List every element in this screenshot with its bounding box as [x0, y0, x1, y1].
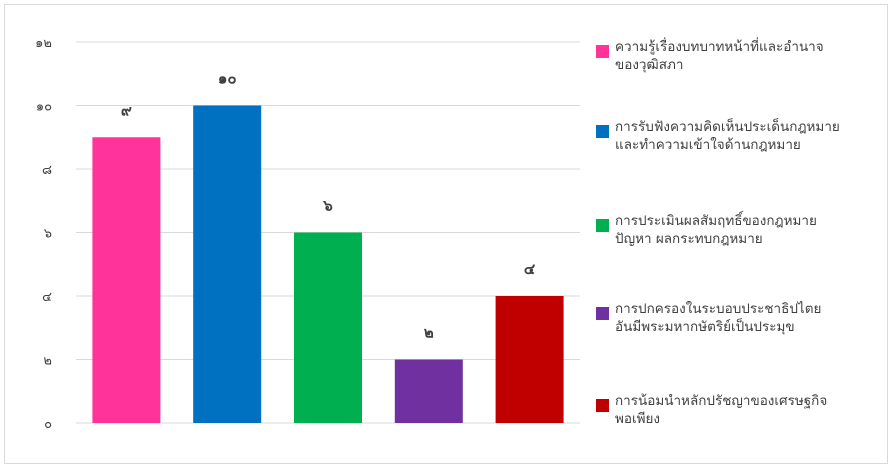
legend-item-2: การรับฟังความคิดเห็นประเด็นกฎหมายและทำคว… [596, 118, 870, 154]
legend-swatch [596, 45, 609, 58]
y-tick-label: ๑๐ [36, 100, 52, 115]
legend-label: การปกครองในระบอบประชาธิปไตยอันมีพระมหากษ… [615, 300, 870, 336]
legend-item-3: การประเมินผลสัมฤทธิ์ของกฎหมายปัญหา ผลกระ… [596, 212, 870, 248]
legend: ความรู้เรื่องบทบาทหน้าที่และอำนาจของวุฒิ… [596, 0, 886, 470]
bar-3 [294, 232, 362, 423]
legend-swatch [596, 219, 609, 232]
data-label: ๙ [121, 101, 132, 119]
legend-label-line: การน้อมนำหลักปรัชญาของเศรษฐกิจ [615, 393, 828, 409]
legend-label-line: การประเมินผลสัมฤทธิ์ของกฎหมาย [615, 213, 817, 229]
legend-swatch [596, 125, 609, 138]
legend-item-1: ความรู้เรื่องบทบาทหน้าที่และอำนาจของวุฒิ… [596, 38, 870, 74]
data-label: ๔ [524, 260, 536, 278]
bar-5 [495, 296, 564, 423]
legend-swatch [596, 307, 609, 320]
y-tick-label: ๔ [42, 290, 52, 305]
y-tick-label: ๘ [42, 163, 52, 178]
bar-1 [92, 137, 161, 423]
y-tick-label: ๐ [44, 417, 52, 432]
y-tick-label: ๒ [43, 354, 52, 369]
legend-label-line: อันมีพระมหากษัตริย์เป็นประมุข [615, 319, 795, 335]
bar-2 [193, 105, 262, 423]
legend-label: การประเมินผลสัมฤทธิ์ของกฎหมายปัญหา ผลกระ… [615, 212, 870, 248]
bars [92, 105, 564, 423]
legend-label-line: และทำความเข้าใจด้านกฎหมาย [615, 137, 801, 153]
legend-label: การรับฟังความคิดเห็นประเด็นกฎหมายและทำคว… [615, 118, 870, 154]
data-label: ๒ [424, 324, 434, 342]
legend-label-line: การรับฟังความคิดเห็นประเด็นกฎหมาย [615, 119, 840, 135]
legend-label-line: ปัญหา ผลกระทบกฎหมาย [615, 231, 763, 247]
legend-label: การน้อมนำหลักปรัชญาของเศรษฐกิจพอเพียง [615, 392, 870, 428]
legend-label-line: ความรู้เรื่องบทบาทหน้าที่และอำนาจ [615, 39, 824, 55]
legend-label-line: พอเพียง [615, 411, 661, 427]
bar-4 [394, 359, 463, 423]
data-label: ๖ [322, 197, 333, 215]
y-tick-label: ๖ [44, 227, 52, 242]
legend-item-4: การปกครองในระบอบประชาธิปไตยอันมีพระมหากษ… [596, 300, 870, 336]
data-label: ๑๐ [218, 70, 237, 88]
legend-label: ความรู้เรื่องบทบาทหน้าที่และอำนาจของวุฒิ… [615, 38, 870, 74]
legend-item-5: การน้อมนำหลักปรัชญาของเศรษฐกิจพอเพียง [596, 392, 870, 428]
legend-label-line: การปกครองในระบอบประชาธิปไตย [615, 301, 822, 317]
y-tick-label: ๑๒ [35, 36, 52, 51]
legend-swatch [596, 399, 609, 412]
legend-label-line: ของวุฒิสภา [615, 57, 684, 73]
y-axis-tick-labels: ๐ ๒ ๔ ๖ ๘ ๑๐ ๑๒ [35, 36, 52, 432]
